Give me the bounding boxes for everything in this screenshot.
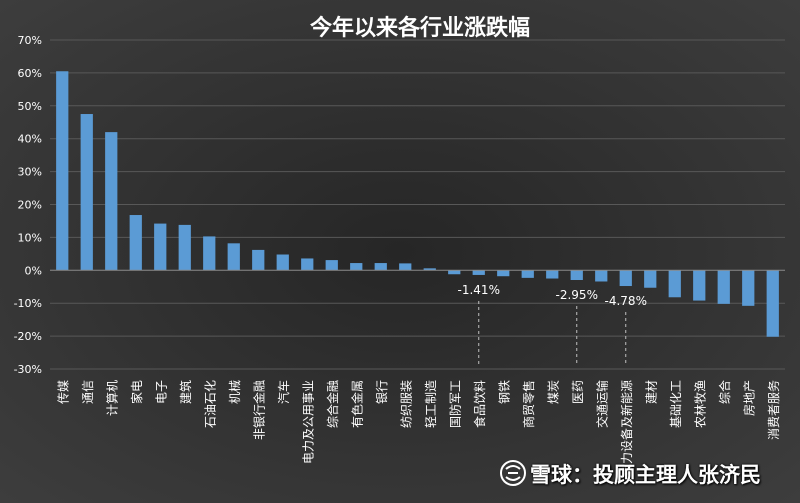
bar [595,270,608,282]
bar [129,215,142,271]
annotation-label: -4.78% [605,294,647,308]
x-tick-label: 汽车 [276,380,291,404]
x-tick-label: 食品饮料 [472,380,487,428]
x-tick-label: 医药 [571,380,585,404]
x-tick-label: 综合 [717,380,732,404]
bar [766,270,779,337]
x-tick-label: 家电 [129,380,144,404]
bar [472,270,485,275]
bar [325,260,338,271]
y-tick-label: 10% [18,231,42,244]
x-tick-label: 轻工制造 [424,380,438,428]
y-tick-label: -10% [14,297,42,310]
bar [644,270,657,288]
bar [521,270,534,278]
bar [154,223,167,271]
snowball-logo-icon [500,460,526,486]
y-tick-label: 50% [18,100,42,113]
y-tick-label: 70% [18,34,42,47]
x-tick-label: 通信 [81,380,95,404]
chart-title: 今年以来各行业涨跌幅 [310,15,530,41]
bar [693,270,706,301]
x-tick-label: 机械 [227,380,242,404]
bar [570,270,583,281]
bar [742,270,755,306]
watermark-text: 雪球：投顾主理人张济民 [530,463,761,487]
bar [668,270,681,298]
bar [350,263,363,271]
x-tick-label: 房地产 [741,380,756,416]
bars [56,71,779,337]
y-tick-label: 0% [25,264,42,277]
x-tick-label: 煤炭 [546,380,560,404]
x-tick-label: 钢铁 [497,380,511,404]
y-tick-label: 20% [18,199,42,212]
x-tick-label: 计算机 [104,380,119,416]
x-tick-label: 国防军工 [447,380,462,428]
bar [423,268,436,271]
gridlines [50,39,785,370]
bar [301,258,314,271]
bar [56,71,69,271]
annotation-label: -2.95% [556,288,598,302]
bar [227,243,240,271]
y-tick-label: -30% [14,363,42,376]
bar [203,236,216,271]
bar [399,263,412,271]
bar [374,263,387,271]
x-tick-label: 电子 [154,380,168,404]
x-tick-label: 石油石化 [203,380,217,428]
y-axis-ticks: 70% 60% 50% 40% 30% 20% 10% 0% -10% -20% -30% [14,34,42,376]
x-tick-label: 电力及公用事业 [301,380,315,464]
x-tick-label: 纺织服装 [399,380,413,428]
x-tick-label: 有色金属 [349,380,364,428]
x-tick-label: 商贸零售 [521,380,536,428]
bar [105,132,118,271]
x-tick-label: 建筑 [178,380,193,404]
y-tick-label: 30% [18,166,42,179]
bar [717,270,730,304]
x-tick-label: 综合金融 [325,380,340,428]
y-tick-label: 40% [18,133,42,146]
x-tick-label: 交通运输 [594,380,609,428]
x-tick-label: 非银行金融 [251,380,266,440]
x-tick-label: 建材 [644,380,658,404]
bar [276,254,289,271]
bar [448,270,461,275]
bar [178,224,191,271]
x-tick-label: 消费者服务 [766,380,781,440]
annotation-label: -1.41% [458,283,500,297]
bar [252,249,265,271]
bar [497,270,510,277]
x-tick-label: 电力设备及新能源 [619,380,634,476]
x-axis-labels: 传媒 通信 计算机 家电 电子 建筑 石油石化 机械 非银行金融 汽车 电力及公用事业 综合金融 有色金… [55,380,781,476]
x-tick-label: 传媒 [55,380,70,404]
x-tick-label: 基础化工 [669,380,683,428]
y-tick-label: 60% [18,67,42,80]
bar [80,114,93,271]
bar [546,270,559,279]
x-tick-label: 银行 [375,380,389,404]
bar [619,270,632,287]
x-tick-label: 农林牧渔 [693,380,707,428]
y-tick-label: -20% [14,330,42,343]
annotations: -1.41% -2.95% -4.78% [458,283,647,365]
